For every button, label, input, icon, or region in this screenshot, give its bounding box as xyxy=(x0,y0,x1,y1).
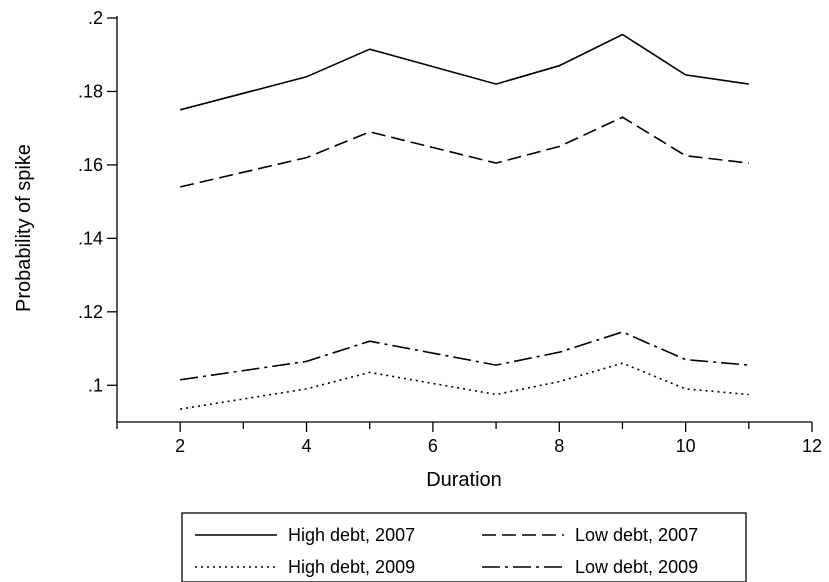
y-axis-label: Probability of spike xyxy=(13,144,35,312)
y-tick-label: .2 xyxy=(88,8,103,28)
x-tick-label: 6 xyxy=(428,436,438,456)
y-tick-label: .16 xyxy=(78,155,103,175)
x-tick-label: 2 xyxy=(175,436,185,456)
y-axis-ticks: .1 .12 .14 .16 .18 .2 xyxy=(78,8,117,395)
axes xyxy=(116,16,812,423)
y-tick-label: .14 xyxy=(78,228,103,248)
series-line-3 xyxy=(180,362,749,410)
y-tick-label: .18 xyxy=(78,81,103,101)
legend-label-2: Low debt, 2007 xyxy=(575,525,698,545)
x-tick-label: 12 xyxy=(802,436,822,456)
x-tick-label: 8 xyxy=(554,436,564,456)
legend-label-1: High debt, 2007 xyxy=(288,525,415,545)
legend-label-3: High debt, 2009 xyxy=(288,557,415,577)
series-line-4 xyxy=(180,331,749,381)
y-tick-label: .1 xyxy=(88,375,103,395)
y-tick-label: .12 xyxy=(78,302,103,322)
x-tick-label: 10 xyxy=(676,436,696,456)
legend-label-4: Low debt, 2009 xyxy=(575,557,698,577)
x-tick-label: 4 xyxy=(302,436,312,456)
legend-box xyxy=(181,512,747,582)
series-line-1 xyxy=(179,33,749,111)
x-axis-ticks: 2 4 6 8 10 12 xyxy=(116,422,822,456)
legend: High debt, 2007 Low debt, 2007 High debt, … xyxy=(181,512,747,582)
series-lines xyxy=(179,33,749,410)
x-axis-label: Duration xyxy=(426,469,502,491)
series-line-2 xyxy=(180,116,749,188)
